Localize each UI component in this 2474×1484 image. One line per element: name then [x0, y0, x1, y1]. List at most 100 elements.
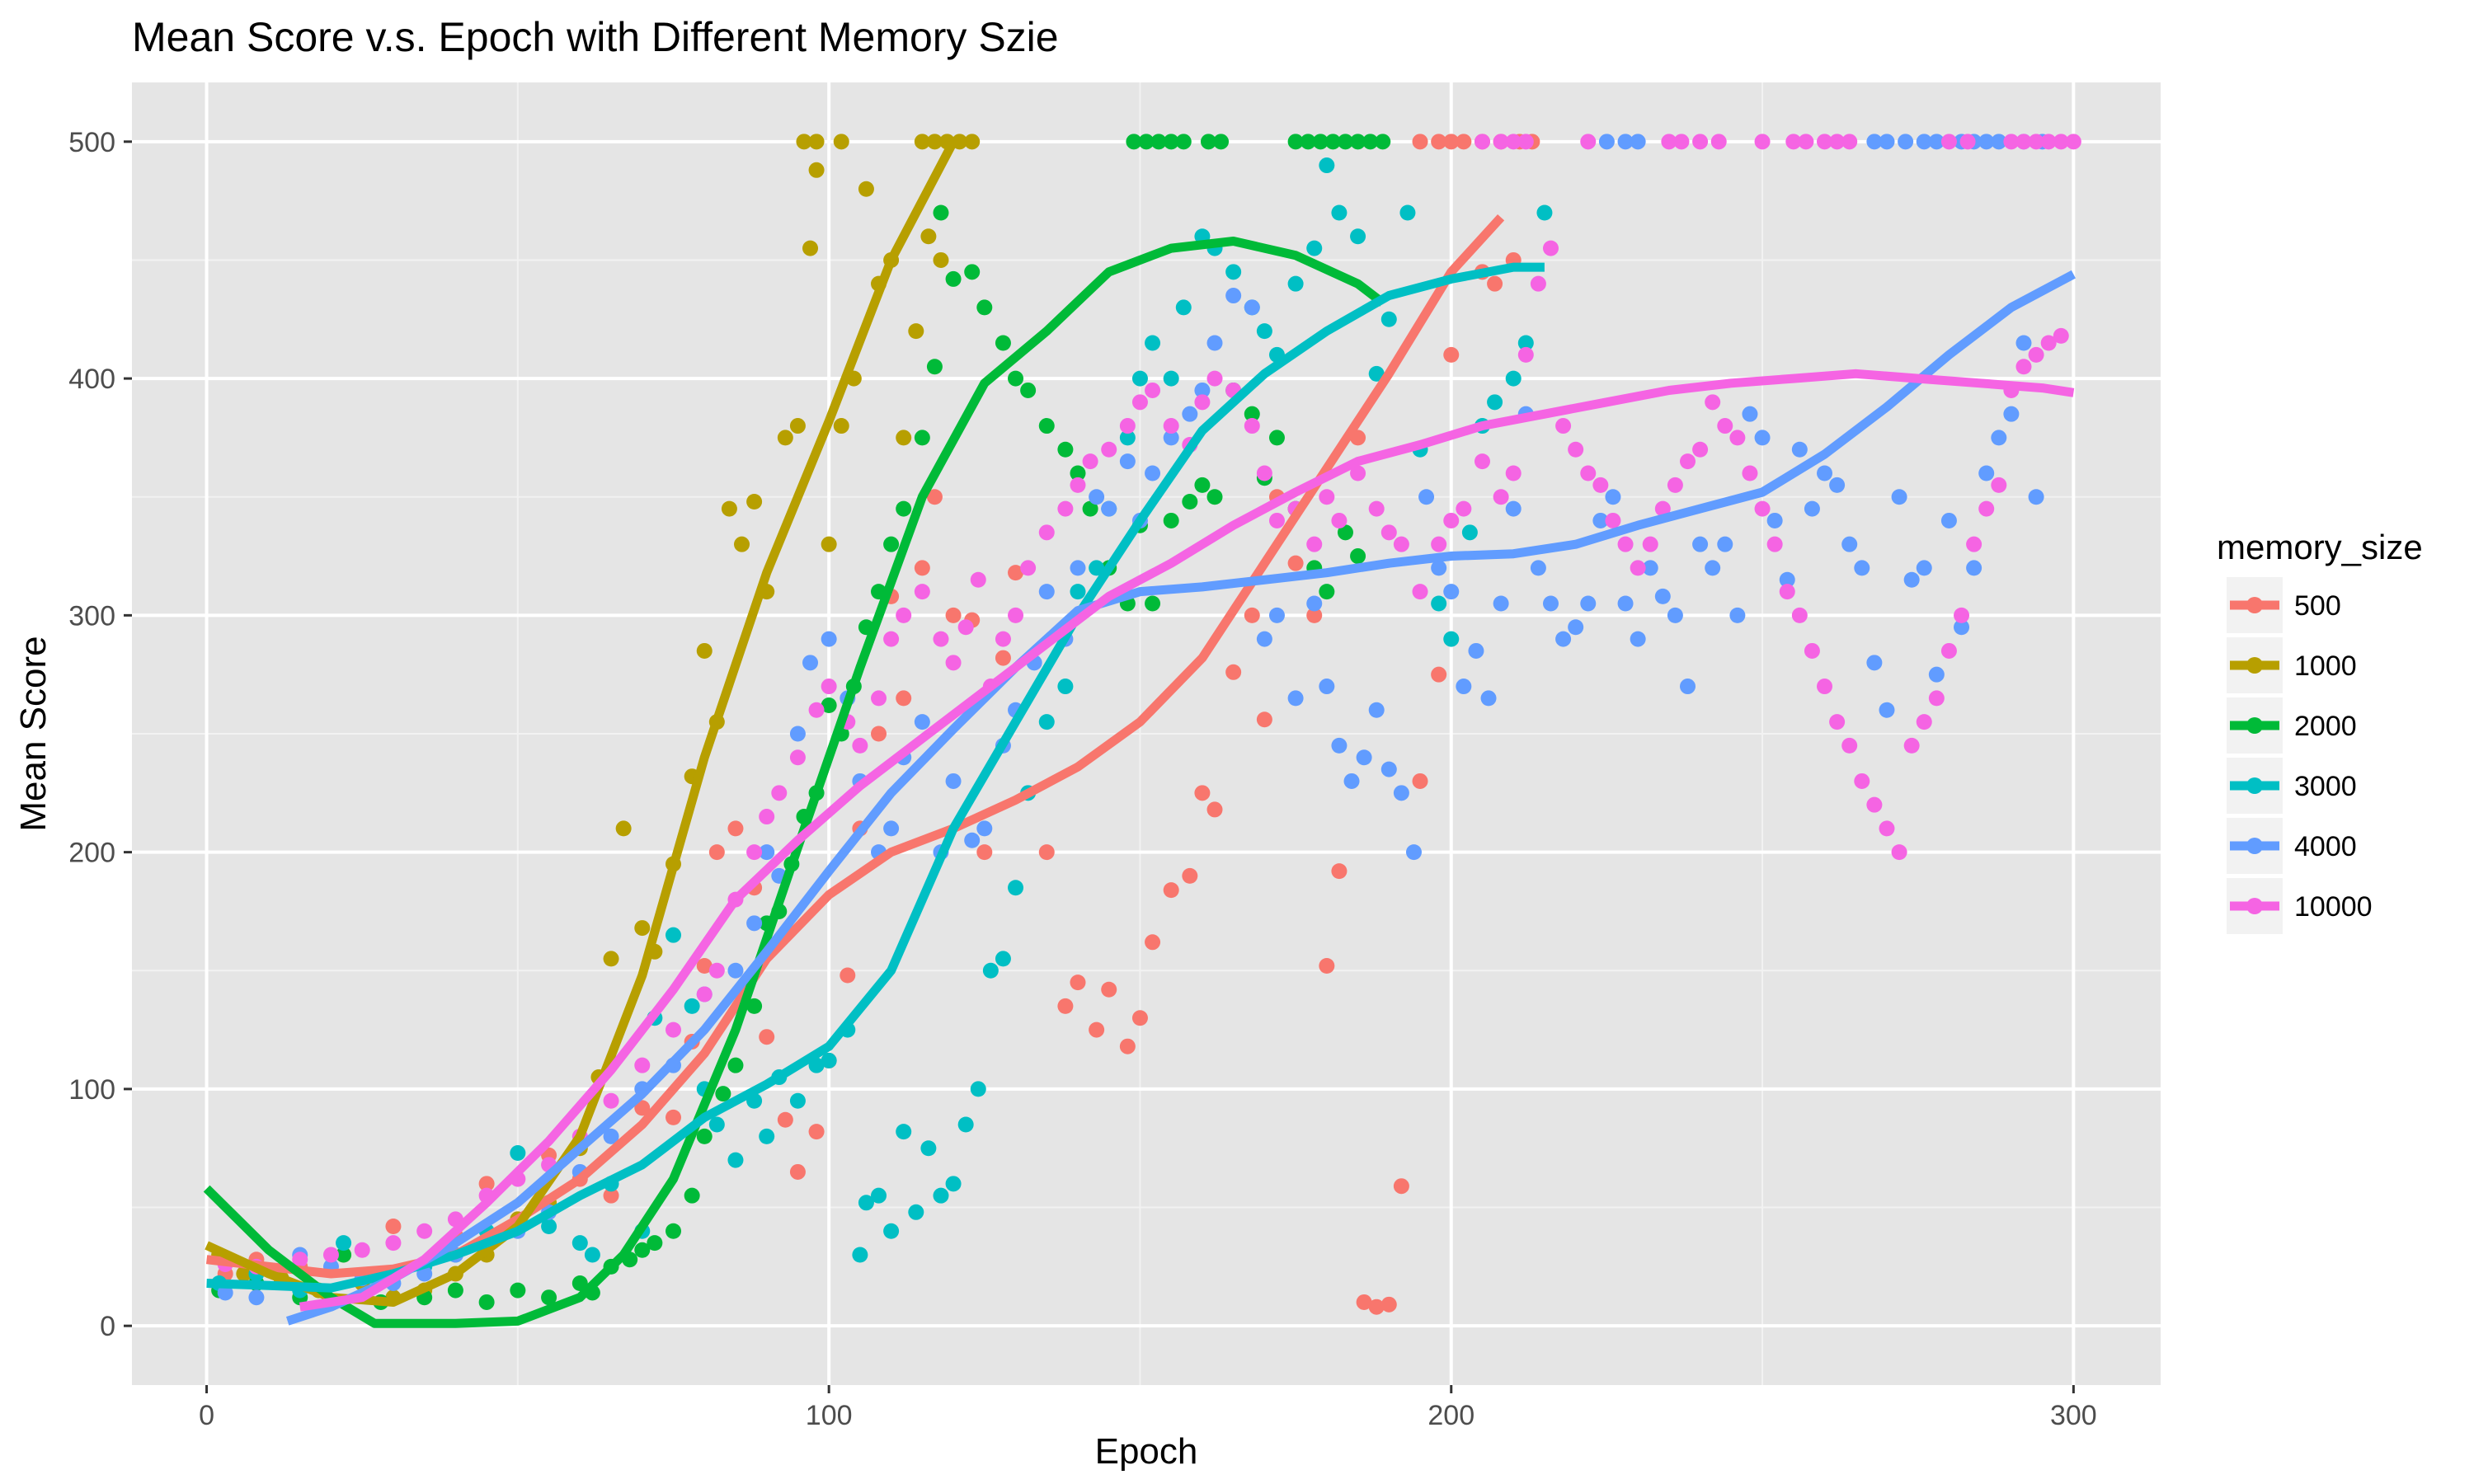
- data-point-500: [840, 967, 856, 984]
- data-point-10000: [1474, 453, 1490, 470]
- data-point-2000: [1337, 134, 1353, 150]
- data-point-10000: [1568, 441, 1584, 458]
- data-point-10000: [1082, 453, 1098, 470]
- data-point-10000: [1754, 134, 1771, 150]
- data-point-4000: [1966, 560, 1982, 576]
- data-point-2000: [1337, 524, 1353, 541]
- data-point-2000: [933, 204, 949, 221]
- data-point-500: [666, 1109, 682, 1125]
- data-point-500: [1038, 844, 1055, 861]
- data-point-4000: [1542, 595, 1559, 612]
- data-point-10000: [322, 1247, 339, 1263]
- data-point-4000: [1331, 737, 1348, 754]
- data-point-2000: [1312, 134, 1329, 150]
- data-point-10000: [1841, 737, 1858, 754]
- data-point-4000: [1468, 642, 1484, 659]
- data-point-4000: [1866, 655, 1883, 671]
- data-point-3000: [852, 1247, 868, 1263]
- data-point-3000: [336, 1235, 352, 1252]
- x-tick-label: 100: [806, 1400, 853, 1431]
- data-point-10000: [1592, 477, 1609, 493]
- data-point-1000: [721, 500, 737, 517]
- data-point-10000: [945, 655, 962, 671]
- data-point-10000: [821, 679, 837, 695]
- data-point-2000: [1070, 465, 1086, 481]
- data-point-500: [478, 1176, 495, 1192]
- data-point-2000: [1038, 418, 1055, 434]
- data-point-4000: [1654, 588, 1671, 604]
- data-point-4000: [1754, 430, 1771, 446]
- data-point-4000: [802, 655, 819, 671]
- data-point-1000: [802, 240, 819, 256]
- data-point-3000: [1505, 370, 1522, 387]
- data-point-500: [708, 844, 725, 861]
- data-point-10000: [1057, 500, 1074, 517]
- data-point-4000: [759, 844, 775, 861]
- data-point-4000: [1287, 690, 1304, 707]
- data-point-500: [1057, 998, 1074, 1014]
- data-point-2000: [1175, 134, 1192, 150]
- legend-key-point: [2246, 597, 2263, 613]
- data-point-3000: [995, 951, 1011, 967]
- data-point-3000: [1089, 560, 1105, 576]
- data-point-3000: [1175, 299, 1192, 316]
- data-point-10000: [385, 1235, 402, 1252]
- y-axis-label: Mean Score: [13, 636, 54, 831]
- data-point-500: [1443, 346, 1460, 363]
- data-point-4000: [1343, 773, 1360, 789]
- data-point-4000: [1119, 453, 1136, 470]
- data-point-10000: [808, 702, 825, 718]
- data-point-10000: [1505, 134, 1522, 150]
- data-point-4000: [1380, 761, 1397, 777]
- data-point-500: [777, 1111, 793, 1128]
- data-point-4000: [1580, 595, 1597, 612]
- data-point-10000: [1580, 465, 1597, 481]
- data-point-1000: [920, 228, 937, 245]
- data-point-10000: [1978, 500, 1995, 517]
- data-point-4000: [1206, 335, 1223, 351]
- data-point-3000: [759, 1128, 775, 1144]
- data-point-500: [808, 1124, 825, 1140]
- data-point-500: [1244, 607, 1260, 623]
- data-point-1000: [796, 134, 812, 150]
- data-point-10000: [1206, 370, 1223, 387]
- data-point-4000: [1617, 595, 1634, 612]
- data-point-3000: [541, 1219, 557, 1235]
- data-point-10000: [1431, 536, 1447, 552]
- data-point-10000: [1145, 382, 1161, 398]
- data-point-500: [603, 1187, 619, 1204]
- data-point-4000: [603, 1128, 619, 1144]
- data-point-10000: [1667, 477, 1683, 493]
- legend-label: 1000: [2294, 650, 2357, 682]
- chart-title: Mean Score v.s. Epoch with Different Mem…: [132, 14, 1059, 60]
- data-point-500: [1412, 773, 1428, 789]
- data-point-4000: [1630, 631, 1646, 647]
- data-point-500: [1131, 1010, 1148, 1026]
- data-point-3000: [1399, 204, 1416, 221]
- data-point-500: [1206, 801, 1223, 818]
- data-point-2000: [964, 264, 981, 280]
- data-point-4000: [1443, 584, 1460, 600]
- legend-key-point: [2246, 838, 2263, 854]
- data-point-4000: [1804, 500, 1820, 517]
- data-point-1000: [634, 920, 651, 937]
- data-point-3000: [1057, 679, 1074, 695]
- data-point-1000: [734, 536, 750, 552]
- data-point-2000: [541, 1289, 557, 1306]
- legend-label: 2000: [2294, 711, 2357, 742]
- data-point-500: [385, 1219, 402, 1235]
- data-point-4000: [976, 820, 993, 837]
- data-point-3000: [883, 1223, 900, 1239]
- x-tick-label: 0: [199, 1400, 214, 1431]
- data-point-3000: [1163, 370, 1179, 387]
- data-point-500: [1256, 711, 1272, 728]
- data-point-500: [1287, 555, 1304, 571]
- data-point-500: [914, 560, 930, 576]
- data-point-2000: [976, 299, 993, 316]
- data-point-4000: [1916, 560, 1932, 576]
- data-point-10000: [1456, 500, 1472, 517]
- data-point-1000: [933, 251, 949, 268]
- y-tick-label: 100: [68, 1074, 115, 1106]
- data-point-2000: [995, 335, 1011, 351]
- data-point-4000: [1493, 595, 1509, 612]
